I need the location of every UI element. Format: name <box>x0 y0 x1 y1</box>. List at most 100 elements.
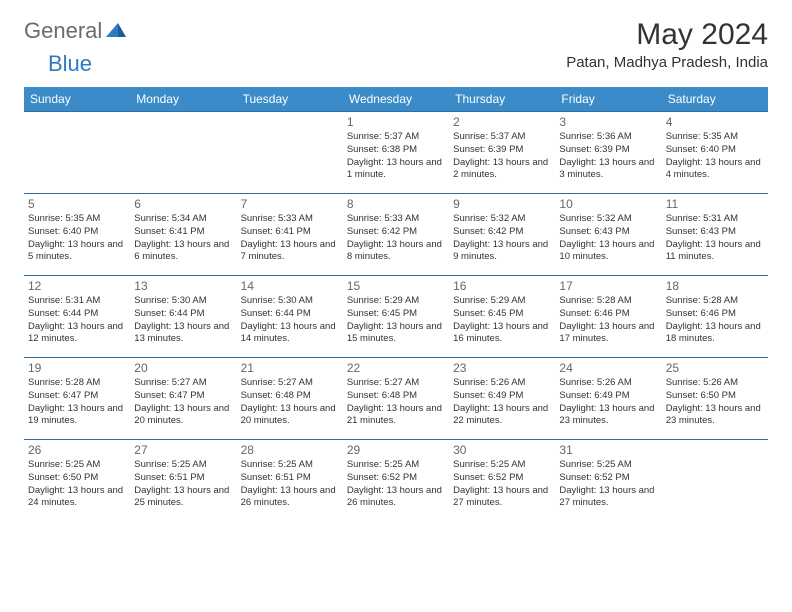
sunrise-text: Sunrise: 5:34 AM <box>134 213 232 226</box>
daylight-text: Daylight: 13 hours and 15 minutes. <box>347 321 445 347</box>
sunrise-text: Sunrise: 5:37 AM <box>347 131 445 144</box>
day-cell: 8 Sunrise: 5:33 AMSunset: 6:42 PMDaylight… <box>343 194 449 276</box>
day-cell <box>130 112 236 194</box>
sunset-text: Sunset: 6:44 PM <box>28 308 126 321</box>
day-info: Sunrise: 5:25 AMSunset: 6:51 PMDaylight:… <box>134 459 232 510</box>
daylight-text: Daylight: 13 hours and 13 minutes. <box>134 321 232 347</box>
daylight-text: Daylight: 13 hours and 27 minutes. <box>559 485 657 511</box>
sunset-text: Sunset: 6:48 PM <box>347 390 445 403</box>
day-number: 4 <box>666 115 764 129</box>
sunset-text: Sunset: 6:46 PM <box>666 308 764 321</box>
sunset-text: Sunset: 6:48 PM <box>241 390 339 403</box>
sunset-text: Sunset: 6:44 PM <box>134 308 232 321</box>
sunrise-text: Sunrise: 5:37 AM <box>453 131 551 144</box>
day-info: Sunrise: 5:35 AMSunset: 6:40 PMDaylight:… <box>666 131 764 182</box>
day-cell: 21 Sunrise: 5:27 AMSunset: 6:48 PMDayligh… <box>237 358 343 440</box>
sunrise-text: Sunrise: 5:32 AM <box>559 213 657 226</box>
day-number: 12 <box>28 279 126 293</box>
day-cell: 25Sunrise: 5:26 AMSunset: 6:50 PMDayligh… <box>662 358 768 440</box>
sunrise-text: Sunrise: 5:26 AM <box>559 377 657 390</box>
day-info: Sunrise: 5:37 AMSunset: 6:38 PMDaylight:… <box>347 131 445 182</box>
day-info: Sunrise: 5:25 AMSunset: 6:52 PMDaylight:… <box>347 459 445 510</box>
daylight-text: Daylight: 13 hours and 23 minutes. <box>559 403 657 429</box>
day-cell: 18Sunrise: 5:28 AMSunset: 6:46 PMDayligh… <box>662 276 768 358</box>
sunset-text: Sunset: 6:49 PM <box>453 390 551 403</box>
sunset-text: Sunset: 6:43 PM <box>559 226 657 239</box>
month-title: May 2024 <box>566 18 768 52</box>
day-number: 8 <box>347 197 445 211</box>
sunrise-text: Sunrise: 5:27 AM <box>241 377 339 390</box>
day-number: 31 <box>559 443 657 457</box>
sunrise-text: Sunrise: 5:35 AM <box>666 131 764 144</box>
day-info: Sunrise: 5:31 AMSunset: 6:44 PMDaylight:… <box>28 295 126 346</box>
sunset-text: Sunset: 6:41 PM <box>241 226 339 239</box>
sunset-text: Sunset: 6:47 PM <box>28 390 126 403</box>
sunrise-text: Sunrise: 5:25 AM <box>241 459 339 472</box>
sunset-text: Sunset: 6:51 PM <box>134 472 232 485</box>
day-cell: 28 Sunrise: 5:25 AMSunset: 6:51 PMDayligh… <box>237 440 343 522</box>
title-block: May 2024 Patan, Madhya Pradesh, India <box>566 18 768 71</box>
logo-triangle-icon <box>106 21 126 42</box>
day-cell: 26Sunrise: 5:25 AMSunset: 6:50 PMDayligh… <box>24 440 130 522</box>
sunset-text: Sunset: 6:50 PM <box>28 472 126 485</box>
day-cell: 20Sunrise: 5:27 AMSunset: 6:47 PMDayligh… <box>130 358 236 440</box>
sunset-text: Sunset: 6:43 PM <box>666 226 764 239</box>
daylight-text: Daylight: 13 hours and 9 minutes. <box>453 239 551 265</box>
week-row: 26Sunrise: 5:25 AMSunset: 6:50 PMDayligh… <box>24 440 768 522</box>
day-cell: 22Sunrise: 5:27 AMSunset: 6:48 PMDayligh… <box>343 358 449 440</box>
day-info: Sunrise: 5:25 AMSunset: 6:51 PMDaylight:… <box>241 459 339 510</box>
day-info: Sunrise: 5:25 AMSunset: 6:52 PMDaylight:… <box>453 459 551 510</box>
day-cell: 1Sunrise: 5:37 AMSunset: 6:38 PMDaylight… <box>343 112 449 194</box>
day-info: Sunrise: 5:25 AMSunset: 6:50 PMDaylight:… <box>28 459 126 510</box>
daylight-text: Daylight: 13 hours and 24 minutes. <box>28 485 126 511</box>
sunrise-text: Sunrise: 5:30 AM <box>134 295 232 308</box>
daylight-text: Daylight: 13 hours and 8 minutes. <box>347 239 445 265</box>
sunrise-text: Sunrise: 5:28 AM <box>559 295 657 308</box>
daylight-text: Daylight: 13 hours and 7 minutes. <box>241 239 339 265</box>
day-number: 28 <box>241 443 339 457</box>
day-header-row: Sunday Monday Tuesday Wednesday Thursday… <box>24 87 768 112</box>
day-cell: 19Sunrise: 5:28 AMSunset: 6:47 PMDayligh… <box>24 358 130 440</box>
day-number: 27 <box>134 443 232 457</box>
day-cell: 27 Sunrise: 5:25 AMSunset: 6:51 PMDayligh… <box>130 440 236 522</box>
day-cell: 24Sunrise: 5:26 AMSunset: 6:49 PMDayligh… <box>555 358 661 440</box>
sunset-text: Sunset: 6:46 PM <box>559 308 657 321</box>
sunrise-text: Sunrise: 5:29 AM <box>453 295 551 308</box>
day-cell: 16Sunrise: 5:29 AMSunset: 6:45 PMDayligh… <box>449 276 555 358</box>
sunset-text: Sunset: 6:45 PM <box>453 308 551 321</box>
week-row: 1Sunrise: 5:37 AMSunset: 6:38 PMDaylight… <box>24 112 768 194</box>
day-info: Sunrise: 5:33 AMSunset: 6:42 PMDaylight:… <box>347 213 445 264</box>
dayheader-thu: Thursday <box>449 87 555 112</box>
sunrise-text: Sunrise: 5:26 AM <box>453 377 551 390</box>
sunset-text: Sunset: 6:51 PM <box>241 472 339 485</box>
daylight-text: Daylight: 13 hours and 20 minutes. <box>241 403 339 429</box>
sunset-text: Sunset: 6:40 PM <box>28 226 126 239</box>
day-info: Sunrise: 5:25 AMSunset: 6:52 PMDaylight:… <box>559 459 657 510</box>
day-number: 9 <box>453 197 551 211</box>
day-number: 21 <box>241 361 339 375</box>
daylight-text: Daylight: 13 hours and 6 minutes. <box>134 239 232 265</box>
day-info: Sunrise: 5:30 AMSunset: 6:44 PMDaylight:… <box>134 295 232 346</box>
sunrise-text: Sunrise: 5:25 AM <box>559 459 657 472</box>
week-row: 5Sunrise: 5:35 AMSunset: 6:40 PMDaylight… <box>24 194 768 276</box>
sunset-text: Sunset: 6:52 PM <box>347 472 445 485</box>
day-cell: 6Sunrise: 5:34 AMSunset: 6:41 PMDaylight… <box>130 194 236 276</box>
dayheader-sun: Sunday <box>24 87 130 112</box>
daylight-text: Daylight: 13 hours and 3 minutes. <box>559 157 657 183</box>
daylight-text: Daylight: 13 hours and 14 minutes. <box>241 321 339 347</box>
day-info: Sunrise: 5:26 AMSunset: 6:50 PMDaylight:… <box>666 377 764 428</box>
daylight-text: Daylight: 13 hours and 25 minutes. <box>134 485 232 511</box>
daylight-text: Daylight: 13 hours and 19 minutes. <box>28 403 126 429</box>
day-cell: 7Sunrise: 5:33 AMSunset: 6:41 PMDaylight… <box>237 194 343 276</box>
day-cell: 13Sunrise: 5:30 AMSunset: 6:44 PMDayligh… <box>130 276 236 358</box>
day-cell <box>24 112 130 194</box>
sunset-text: Sunset: 6:52 PM <box>453 472 551 485</box>
day-cell: 15Sunrise: 5:29 AMSunset: 6:45 PMDayligh… <box>343 276 449 358</box>
sunset-text: Sunset: 6:45 PM <box>347 308 445 321</box>
day-cell: 12 Sunrise: 5:31 AMSunset: 6:44 PMDayligh… <box>24 276 130 358</box>
daylight-text: Daylight: 13 hours and 21 minutes. <box>347 403 445 429</box>
daylight-text: Daylight: 13 hours and 18 minutes. <box>666 321 764 347</box>
day-number: 14 <box>241 279 339 293</box>
daylight-text: Daylight: 13 hours and 1 minute. <box>347 157 445 183</box>
day-info: Sunrise: 5:27 AMSunset: 6:48 PMDaylight:… <box>241 377 339 428</box>
